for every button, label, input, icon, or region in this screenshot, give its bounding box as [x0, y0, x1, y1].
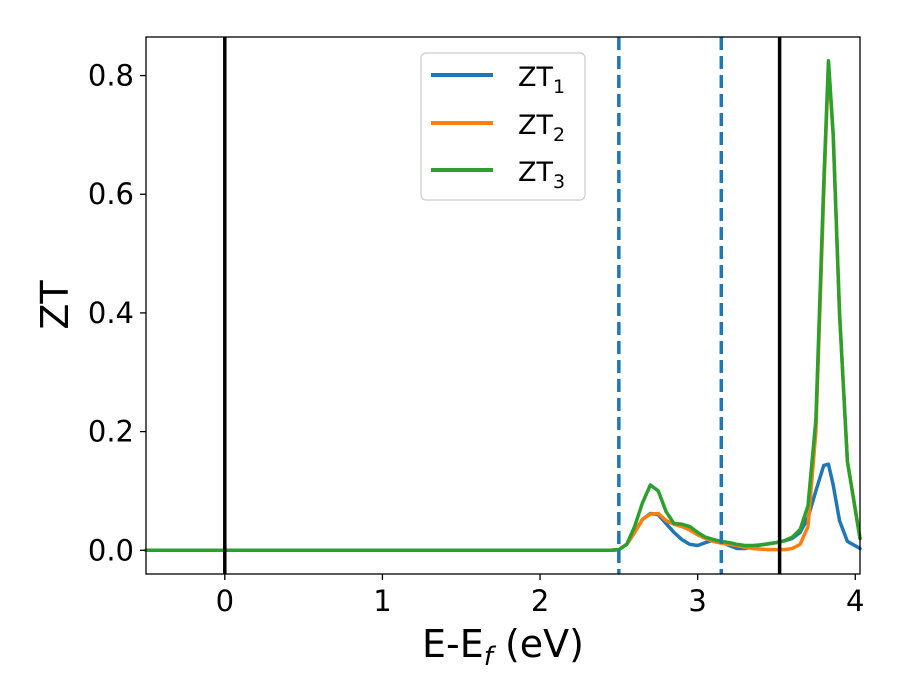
x-axis-title-main: E-E	[422, 622, 484, 666]
x-tick-label: 0	[216, 584, 234, 618]
legend-box	[420, 52, 586, 201]
y-tick-label: 0.4	[88, 296, 134, 330]
series-line-zt1	[144, 462, 862, 553]
x-axis-title-unit: (eV)	[493, 622, 584, 666]
y-tick-label: 0.8	[88, 59, 134, 93]
x-tick-label: 4	[846, 584, 864, 618]
legend-entry-zt1: ZT1	[431, 62, 565, 98]
legend-label-zt3: ZT3	[518, 157, 565, 193]
x-axis-title: E-Ef (eV)	[422, 622, 584, 672]
y-ticks: 0.0 0.2 0.4 0.6 0.8	[88, 59, 146, 567]
series-line-zt3	[144, 58, 862, 553]
legend-entry-zt2: ZT2	[431, 110, 565, 146]
legend-label-zt1: ZT1	[518, 62, 565, 98]
plot-frame	[145, 36, 861, 575]
y-tick-label: 0.6	[88, 177, 134, 211]
y-tick-label: 0.2	[88, 415, 134, 449]
x-tick-label: 1	[373, 584, 391, 618]
series-layer	[144, 58, 862, 553]
x-ticks: 0 1 2 3 4	[216, 574, 864, 618]
legend: ZT1 ZT2 ZT3	[420, 52, 586, 201]
legend-label-zt2: ZT2	[518, 110, 565, 146]
x-tick-label: 3	[688, 584, 706, 618]
y-axis-title: ZT	[33, 280, 77, 330]
y-tick-label: 0.0	[88, 533, 134, 567]
x-tick-label: 2	[531, 584, 549, 618]
vertical-lines-layer	[223, 37, 782, 574]
legend-entry-zt3: ZT3	[431, 157, 565, 193]
